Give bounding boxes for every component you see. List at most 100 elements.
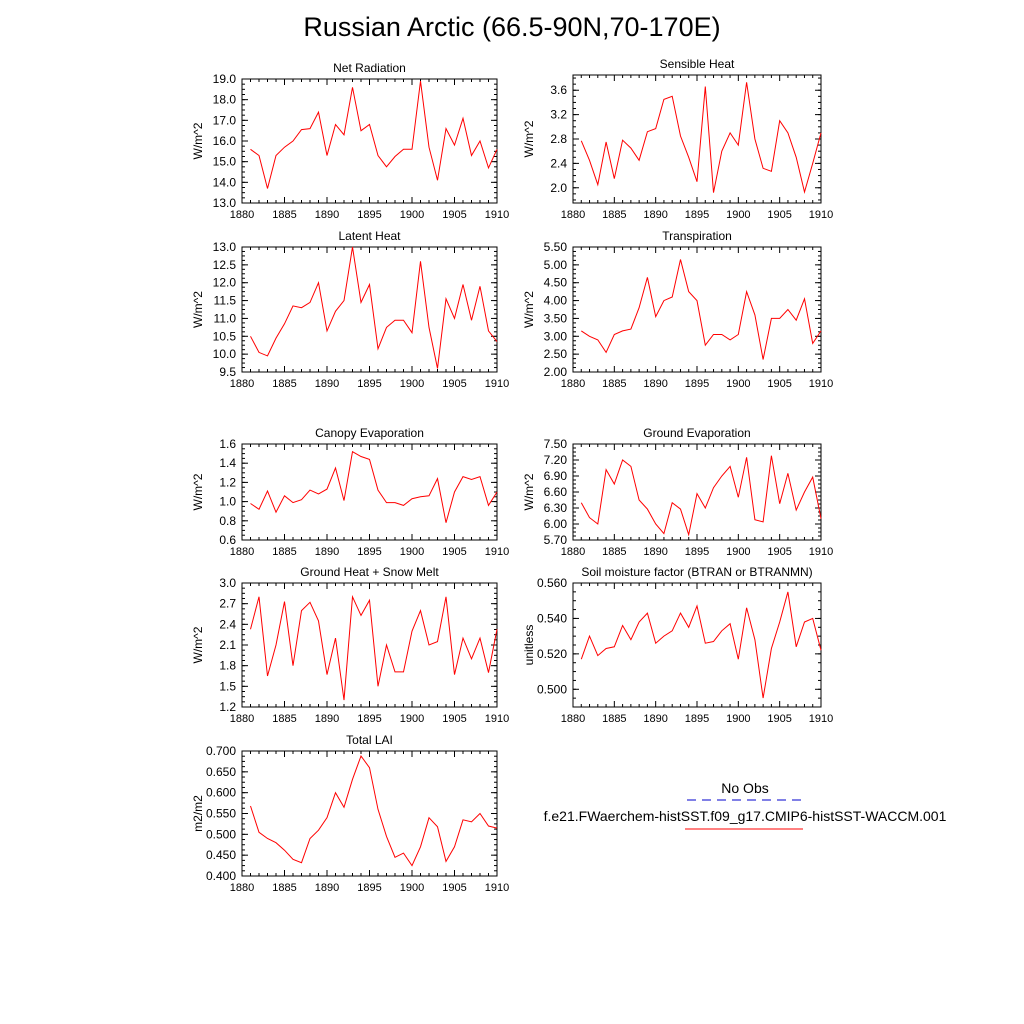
y-tick-label: 0.500 — [537, 682, 567, 696]
y-tick-label: 10.5 — [213, 329, 237, 343]
y-axis-label: W/m^2 — [191, 122, 205, 159]
x-tick-label: 1905 — [442, 209, 466, 221]
x-tick-label: 1905 — [767, 546, 791, 558]
x-tick-label: 1880 — [230, 209, 254, 221]
y-tick-label: 5.70 — [544, 533, 568, 547]
y-tick-label: 11.5 — [214, 294, 237, 308]
y-tick-label: 12.5 — [213, 258, 237, 272]
y-axis-label: W/m^2 — [522, 473, 536, 510]
y-tick-label: 18.0 — [213, 93, 237, 107]
series-line — [250, 754, 498, 867]
x-tick-label: 1895 — [357, 713, 381, 725]
figure-title: Russian Arctic (66.5-90N,70-170E) — [303, 12, 721, 42]
x-tick-label: 1895 — [357, 378, 381, 390]
y-tick-label: 2.50 — [544, 347, 568, 361]
panel-8: Soil moisture factor (BTRAN or BTRANMN) u… — [522, 565, 833, 725]
y-tick-label: 10.0 — [213, 347, 237, 361]
y-tick-label: 13.0 — [213, 240, 237, 254]
x-tick-label: 1910 — [809, 378, 833, 390]
x-tick-label: 1885 — [272, 209, 296, 221]
x-tick-label: 1905 — [767, 378, 791, 390]
y-tick-label: 14.0 — [213, 175, 237, 189]
y-tick-label: 4.00 — [544, 294, 568, 308]
x-tick-label: 1905 — [767, 713, 791, 725]
x-tick-label: 1910 — [809, 713, 833, 725]
y-tick-label: 2.8 — [550, 132, 567, 146]
y-tick-label: 1.8 — [219, 659, 236, 673]
y-tick-label: 3.00 — [544, 329, 568, 343]
x-tick-label: 1890 — [643, 713, 667, 725]
x-tick-label: 1900 — [400, 378, 424, 390]
y-tick-label: 1.5 — [219, 679, 236, 693]
x-tick-label: 1895 — [685, 209, 709, 221]
series-line — [580, 455, 822, 537]
panel-title: Canopy Evaporation — [315, 426, 424, 440]
x-tick-label: 1905 — [442, 713, 466, 725]
series-line — [250, 81, 498, 189]
y-tick-label: 5.00 — [544, 258, 568, 272]
plot-frame — [241, 443, 498, 541]
x-tick-label: 1885 — [602, 209, 626, 221]
y-tick-label: 4.50 — [544, 276, 568, 290]
y-tick-label: 5.50 — [544, 240, 568, 254]
x-tick-label: 1890 — [315, 882, 339, 894]
x-tick-label: 1895 — [357, 546, 381, 558]
x-tick-label: 1895 — [357, 882, 381, 894]
x-tick-label: 1895 — [685, 546, 709, 558]
plot-frame — [572, 246, 822, 373]
y-axis-label: W/m^2 — [522, 291, 536, 328]
y-tick-label: 3.2 — [550, 108, 567, 122]
x-tick-label: 1890 — [643, 209, 667, 221]
x-tick-label: 1890 — [643, 546, 667, 558]
x-tick-label: 1895 — [685, 378, 709, 390]
y-axis-label: unitless — [522, 625, 536, 666]
y-tick-label: 2.4 — [550, 156, 567, 170]
panel-9: Total LAI m2/m2 1880 1885 1890 1895 1900 1905 19… — [191, 733, 509, 894]
legend-model-label: f.e21.FWaerchem-histSST.f09_g17.CMIP6-hi… — [543, 808, 947, 824]
panel-3: Latent Heat W/m^2 1880 1885 1890 1895 1900 1905… — [191, 229, 509, 390]
x-tick-label: 1905 — [442, 546, 466, 558]
y-axis-label: W/m^2 — [522, 120, 536, 157]
x-tick-label: 1880 — [561, 378, 585, 390]
y-tick-label: 0.8 — [219, 514, 236, 528]
x-tick-label: 1910 — [809, 546, 833, 558]
plot-frame — [572, 582, 822, 708]
y-tick-label: 6.00 — [544, 517, 568, 531]
x-tick-label: 1905 — [442, 882, 466, 894]
y-tick-label: 0.650 — [206, 765, 236, 779]
y-tick-label: 1.6 — [219, 437, 236, 451]
x-tick-label: 1900 — [400, 882, 424, 894]
x-tick-label: 1900 — [726, 378, 750, 390]
y-axis-label: W/m^2 — [191, 473, 205, 510]
panel-title: Ground Heat + Snow Melt — [300, 565, 439, 579]
series-line — [580, 82, 822, 194]
panel-title: Transpiration — [662, 229, 732, 243]
panel-7: Ground Heat + Snow Melt W/m^2 1880 1885 1890… — [191, 565, 509, 725]
panel-title: Total LAI — [346, 733, 393, 747]
y-axis-label: W/m^2 — [191, 626, 205, 663]
y-tick-label: 7.50 — [544, 437, 568, 451]
x-tick-label: 1885 — [272, 882, 296, 894]
panel-title: Ground Evaporation — [643, 426, 750, 440]
x-tick-label: 1900 — [400, 546, 424, 558]
y-tick-label: 13.0 — [213, 196, 237, 210]
y-tick-label: 1.0 — [219, 495, 236, 509]
panel-5: Canopy Evaporation W/m^2 1880 1885 1890 1895 1… — [191, 426, 509, 558]
x-tick-label: 1880 — [230, 882, 254, 894]
y-tick-label: 3.0 — [219, 576, 236, 590]
x-tick-label: 1900 — [726, 546, 750, 558]
y-tick-label: 17.0 — [213, 113, 237, 127]
x-tick-label: 1880 — [230, 546, 254, 558]
legend — [685, 799, 803, 830]
plot-frame — [241, 246, 498, 373]
y-tick-label: 2.4 — [219, 617, 236, 631]
x-tick-label: 1885 — [272, 378, 296, 390]
plot-frame — [241, 78, 498, 204]
y-tick-label: 0.540 — [537, 611, 567, 625]
series-line — [250, 594, 498, 701]
y-tick-label: 9.5 — [219, 365, 236, 379]
legend-obs-label: No Obs — [721, 780, 769, 796]
y-tick-label: 0.6 — [219, 533, 236, 547]
x-tick-label: 1910 — [485, 378, 509, 390]
